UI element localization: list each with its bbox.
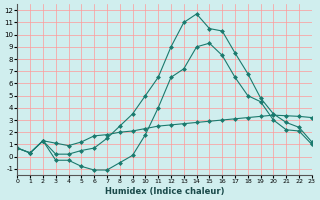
X-axis label: Humidex (Indice chaleur): Humidex (Indice chaleur) <box>105 187 224 196</box>
